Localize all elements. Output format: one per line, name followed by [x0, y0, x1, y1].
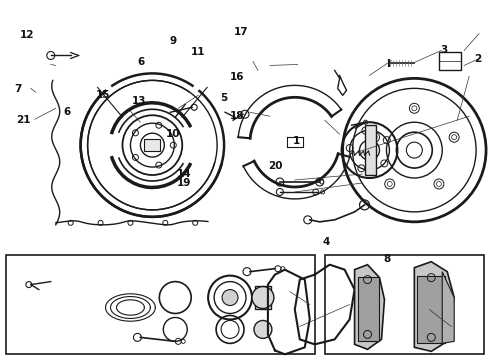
Text: 2: 2	[474, 54, 482, 64]
Text: 4: 4	[322, 237, 329, 247]
Text: 6: 6	[138, 57, 145, 67]
Text: 10: 10	[166, 129, 180, 139]
Text: 11: 11	[190, 46, 205, 57]
Circle shape	[252, 287, 274, 309]
Text: 7: 7	[15, 84, 22, 94]
Text: 8: 8	[383, 254, 390, 264]
Bar	[325, 255, 484, 354]
Text: 16: 16	[229, 72, 244, 82]
Text: 13: 13	[132, 96, 146, 106]
Text: 14: 14	[177, 168, 191, 179]
Text: 1: 1	[293, 136, 300, 146]
Text: 12: 12	[20, 30, 34, 40]
Bar	[439, 53, 461, 71]
Bar	[365, 125, 376, 175]
Text: 15: 15	[96, 90, 111, 100]
Text: 21: 21	[17, 115, 31, 125]
Polygon shape	[442, 272, 454, 343]
Text: 6: 6	[63, 107, 71, 117]
Bar	[255, 285, 271, 310]
Bar	[358, 276, 379, 341]
Circle shape	[254, 320, 272, 338]
Bar	[417, 276, 445, 343]
Text: 9: 9	[170, 36, 176, 46]
Text: 17: 17	[234, 27, 249, 37]
Text: 5: 5	[220, 93, 228, 103]
Bar	[145, 139, 160, 151]
Text: 3: 3	[440, 45, 447, 55]
Bar	[6, 255, 315, 354]
Text: 19: 19	[177, 178, 191, 188]
Text: 20: 20	[269, 161, 283, 171]
Circle shape	[222, 289, 238, 306]
Polygon shape	[355, 265, 385, 349]
Text: 18: 18	[229, 111, 244, 121]
Polygon shape	[415, 262, 454, 351]
